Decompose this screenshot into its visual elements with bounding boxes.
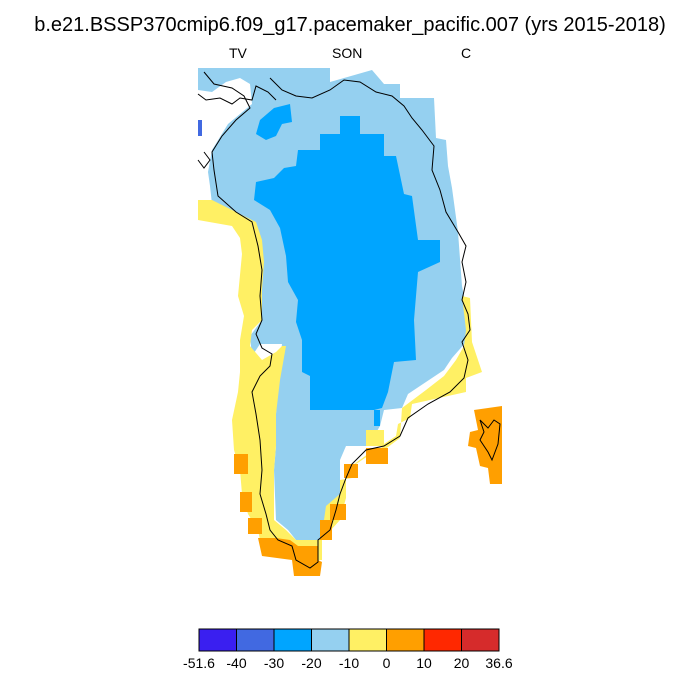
colorbar-swatch-0: [198, 628, 237, 652]
colorbar-swatch-1: [236, 628, 275, 652]
region-blue-core: [254, 116, 440, 426]
coastline: [203, 71, 471, 569]
coastline-north: [197, 85, 277, 105]
colorbar-tick-label: 36.6: [485, 655, 513, 671]
coastline-nw-inlet: [197, 151, 211, 169]
colorbar-tick-label: -20: [301, 655, 322, 671]
region-blue-nw: [198, 120, 202, 136]
units-label: C: [461, 45, 472, 61]
figure-title: b.e21.BSSP370cmip6.f09_g17.pacemaker_pac…: [34, 14, 666, 36]
coastline-east-island: [479, 419, 501, 462]
region-yellow-west: [198, 200, 322, 560]
colorbar: [198, 628, 500, 652]
colorbar-swatch-6: [423, 628, 462, 652]
colorbar-tick-label: 10: [416, 655, 432, 671]
region-orange-se: [320, 448, 388, 540]
colorbar-tick-label: -40: [226, 655, 247, 671]
region-orange-east-island: [468, 406, 502, 484]
region-orange-sw: [234, 454, 262, 534]
colorbar-swatch-7: [461, 628, 500, 652]
colorbar-tick-label: -51.6: [183, 655, 215, 671]
colorbar-swatch-4: [348, 628, 387, 652]
region-blue-north: [256, 104, 292, 140]
season-label: SON: [332, 45, 363, 61]
colorbar-tick-label: 20: [453, 655, 470, 671]
colorbar-tick-label: -10: [338, 655, 360, 671]
colorbar-tick-label: 0: [382, 655, 391, 671]
region-yellow-east: [322, 296, 482, 540]
region-yellow-se: [366, 430, 384, 446]
colorbar-swatch-5: [386, 628, 425, 652]
variable-label: TV: [229, 45, 247, 61]
colorbar-swatch-2: [273, 628, 312, 652]
colorbar-tick-label: -30: [263, 655, 285, 671]
region-orange-south: [258, 538, 322, 576]
colorbar-labels: -51.6 -40 -30 -20 -10 0 10 20 36.6: [0, 655, 700, 675]
colorbar-swatch-3: [311, 628, 350, 652]
